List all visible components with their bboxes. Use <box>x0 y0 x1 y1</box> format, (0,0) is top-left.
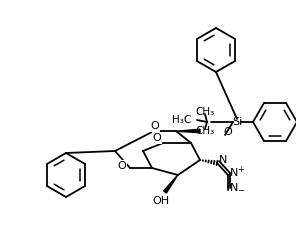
Polygon shape <box>164 175 178 193</box>
Text: H₃C: H₃C <box>172 115 191 125</box>
Text: N: N <box>219 155 227 165</box>
Text: O: O <box>151 121 159 131</box>
Text: OH: OH <box>152 196 170 206</box>
Text: O: O <box>223 127 232 137</box>
Text: Si: Si <box>232 117 242 127</box>
Polygon shape <box>176 129 200 133</box>
Text: +: + <box>238 165 244 175</box>
Text: CH₃: CH₃ <box>195 126 215 136</box>
Text: O: O <box>118 161 126 171</box>
Text: N: N <box>230 183 238 193</box>
Text: CH₃: CH₃ <box>195 107 215 117</box>
Text: −: − <box>237 186 244 195</box>
Text: N: N <box>230 168 238 178</box>
Text: O: O <box>153 133 161 143</box>
